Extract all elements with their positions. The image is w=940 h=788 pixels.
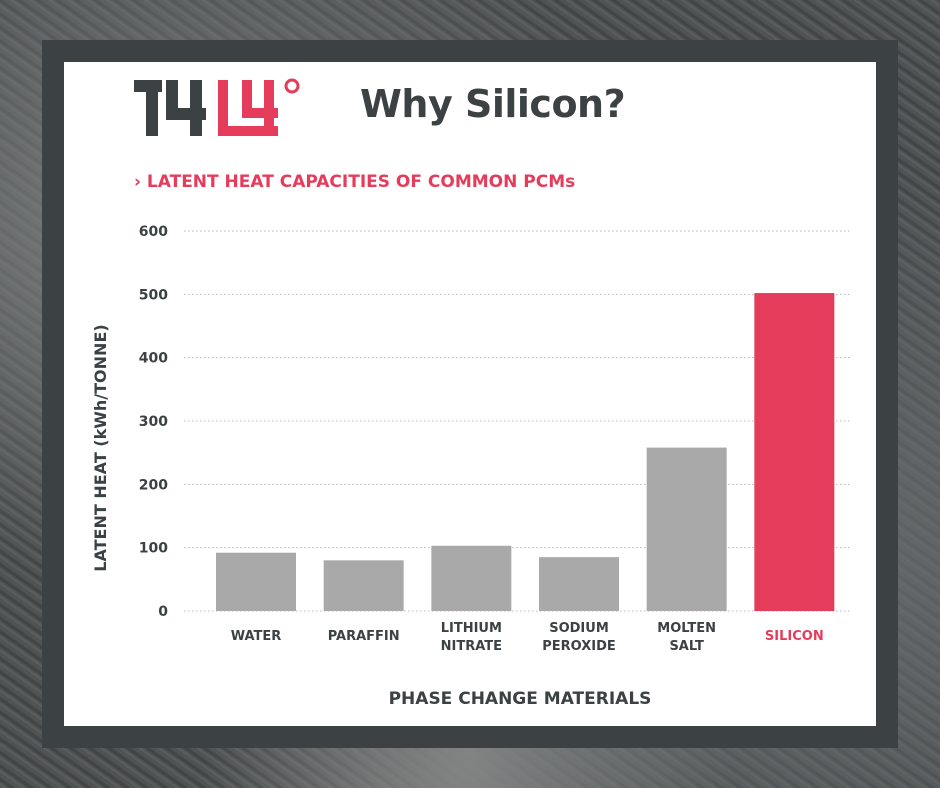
bar-molten-salt bbox=[646, 447, 727, 611]
x-tick-label: PARAFFIN bbox=[328, 629, 400, 644]
bar-paraffin bbox=[323, 560, 404, 611]
y-tick-labels: 0 100 200 300 400 500 600 bbox=[139, 224, 168, 620]
y-axis-label: LATENT HEAT (kWh/TONNE) bbox=[91, 324, 110, 571]
x-tick-label: LITHIUM NITRATE bbox=[441, 621, 502, 654]
y-tick-label: 300 bbox=[139, 414, 168, 430]
bar-silicon bbox=[754, 293, 835, 611]
y-tick-label: 100 bbox=[139, 541, 168, 557]
x-tick-labels: WATER PARAFFIN LITHIUM NITRATE SODIUM PEROXID… bbox=[231, 621, 824, 654]
bar-lithium-nitrate bbox=[431, 545, 512, 611]
logo-dark-mark bbox=[134, 80, 206, 136]
page-title: Why Silicon? bbox=[360, 82, 626, 126]
y-tick-label: 600 bbox=[139, 224, 168, 240]
y-tick-label: 200 bbox=[139, 477, 168, 493]
bar-sodium-peroxide bbox=[539, 557, 619, 611]
y-tick-label: 500 bbox=[139, 287, 168, 303]
x-tick-label: WATER bbox=[231, 629, 282, 644]
brand-logo bbox=[134, 78, 300, 136]
x-tick-label: MOLTEN SALT bbox=[657, 621, 716, 654]
x-tick-label: SILICON bbox=[765, 629, 824, 644]
logo-red-mark bbox=[218, 78, 300, 136]
y-tick-label: 400 bbox=[139, 351, 168, 367]
bar-chart: 0 100 200 300 400 500 600 WATER PARAFFIN LITHIUM… bbox=[91, 224, 850, 709]
grid-lines bbox=[184, 230, 850, 612]
chart-card bbox=[64, 62, 876, 726]
y-tick-label: 0 bbox=[158, 604, 168, 620]
bars bbox=[216, 293, 835, 611]
x-tick-label: SODIUM PEROXIDE bbox=[542, 621, 616, 654]
x-axis-label: PHASE CHANGE MATERIALS bbox=[389, 689, 652, 709]
bar-water bbox=[216, 552, 296, 611]
chart-title: › LATENT HEAT CAPACITIES OF COMMON PCMs bbox=[134, 172, 576, 192]
